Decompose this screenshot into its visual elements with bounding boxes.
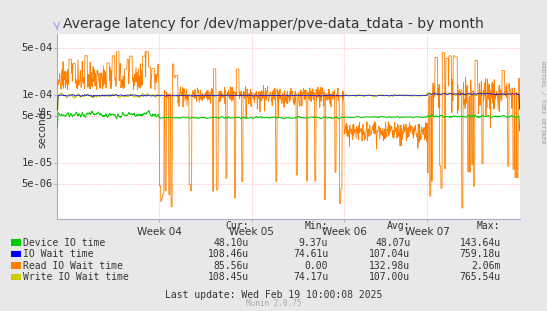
Text: 5e-06: 5e-06 [21,179,53,189]
Text: 1e-04: 1e-04 [21,91,53,100]
Text: Min:: Min: [305,221,328,231]
Text: 74.61u: 74.61u [293,249,328,259]
Text: Average latency for /dev/mapper/pve-data_tdata - by month: Average latency for /dev/mapper/pve-data… [63,17,484,31]
Text: Max:: Max: [477,221,501,231]
Text: 74.17u: 74.17u [293,272,328,282]
Text: 5e-05: 5e-05 [21,111,53,121]
Text: Device IO time: Device IO time [23,238,105,248]
Text: 759.18u: 759.18u [459,249,501,259]
Text: 108.46u: 108.46u [208,249,249,259]
Text: 107.04u: 107.04u [369,249,410,259]
Text: 765.54u: 765.54u [459,272,501,282]
Text: 0.00: 0.00 [305,261,328,271]
Text: Read IO Wait time: Read IO Wait time [23,261,123,271]
Text: 132.98u: 132.98u [369,261,410,271]
Text: IO Wait time: IO Wait time [23,249,94,259]
Text: 1e-05: 1e-05 [21,158,53,168]
Text: Write IO Wait time: Write IO Wait time [23,272,129,282]
Text: 48.10u: 48.10u [214,238,249,248]
Text: 108.45u: 108.45u [208,272,249,282]
Text: RRDTOOL / TOBI OETIKER: RRDTOOL / TOBI OETIKER [541,61,546,144]
Text: Munin 2.0.75: Munin 2.0.75 [246,299,301,308]
Text: 9.37u: 9.37u [299,238,328,248]
Text: Last update: Wed Feb 19 10:00:08 2025: Last update: Wed Feb 19 10:00:08 2025 [165,290,382,300]
Text: 48.07u: 48.07u [375,238,410,248]
Text: Cur:: Cur: [225,221,249,231]
Text: 5e-04: 5e-04 [21,43,53,53]
Text: 107.00u: 107.00u [369,272,410,282]
Text: 85.56u: 85.56u [214,261,249,271]
Text: 143.64u: 143.64u [459,238,501,248]
Text: 2.06m: 2.06m [471,261,501,271]
Y-axis label: seconds: seconds [37,105,47,148]
Text: Avg:: Avg: [387,221,410,231]
